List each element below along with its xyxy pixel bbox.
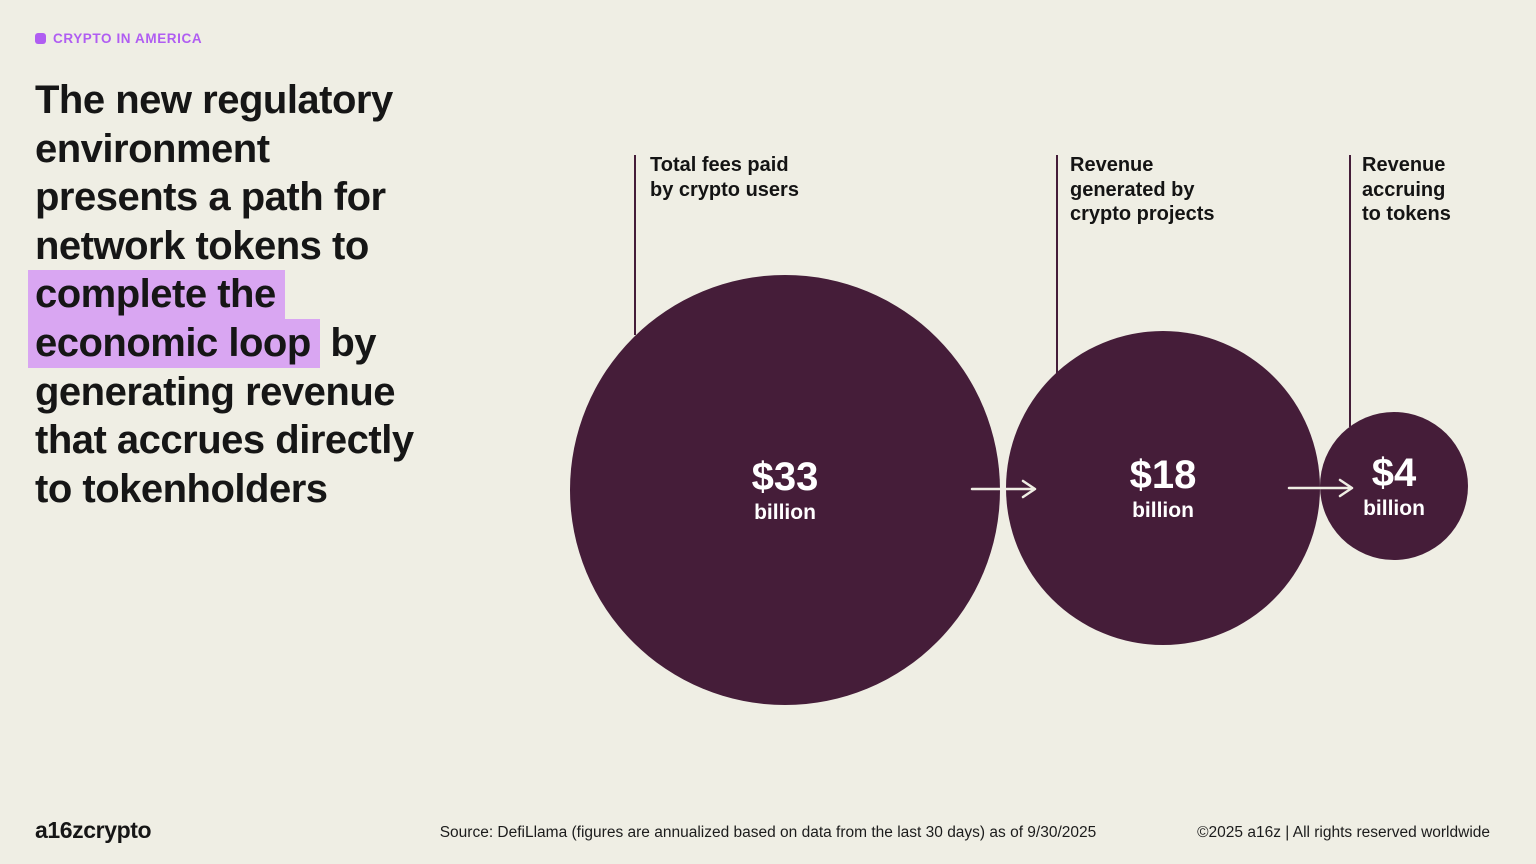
highlighted-text: complete the <box>28 270 285 319</box>
title-line: The new regulatory <box>35 78 393 122</box>
callout-line-tokens <box>1349 155 1351 427</box>
eyebrow-label: CRYPTO IN AMERICA <box>53 31 203 46</box>
label-token-revenue: Revenue accruing to tokens <box>1362 154 1451 225</box>
bubble-value: $4 <box>1371 451 1417 495</box>
callout-line-revenue <box>1056 155 1058 374</box>
title-line-highlighted: complete the <box>28 270 414 319</box>
title-line: that accrues directly <box>35 418 414 463</box>
highlighted-text: economic loop <box>28 318 320 368</box>
bubble-total-fees: $33 billion <box>570 275 1000 705</box>
right-arrow-icon <box>1287 478 1354 498</box>
title-line: generating revenue <box>35 369 396 414</box>
right-arrow-icon <box>970 479 1037 499</box>
bubble-value: $33 <box>751 455 819 499</box>
bubble-unit: billion <box>754 501 816 524</box>
title-line-highlighted: economic loop by <box>28 318 414 368</box>
bubble-value: $18 <box>1129 453 1197 497</box>
source-note: Source: DefiLlama (figures are annualize… <box>439 824 1097 841</box>
a16zcrypto-logo: a16zcrypto <box>35 817 152 843</box>
eyebrow: CRYPTO IN AMERICA <box>35 31 202 46</box>
title-line: environment <box>35 126 270 171</box>
bubble-token-revenue: $4 billion <box>1320 412 1468 560</box>
brand-square-icon <box>35 33 46 44</box>
callout-line-fees <box>634 155 636 335</box>
title-line: presents a path for <box>35 175 386 220</box>
title-line: network tokens to <box>35 223 369 268</box>
copyright-note: ©2025 a16z | All rights reserved worldwi… <box>1197 824 1490 841</box>
bubble-project-revenue: $18 billion <box>1006 331 1320 645</box>
page-title: The new regulatory environment presents … <box>28 76 414 513</box>
bubble-unit: billion <box>1132 499 1194 522</box>
label-total-fees: Total fees paid by crypto users <box>650 154 799 201</box>
title-line: to tokenholders <box>35 466 328 511</box>
label-project-revenue: Revenue generated by crypto projects <box>1070 154 1215 225</box>
bubble-unit: billion <box>1363 497 1425 520</box>
